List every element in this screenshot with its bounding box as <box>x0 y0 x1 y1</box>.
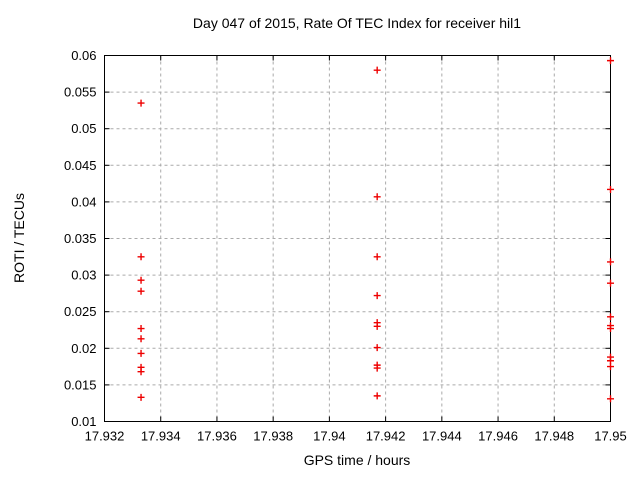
x-axis-label: GPS time / hours <box>304 452 411 468</box>
y-tick-label: 0.055 <box>64 85 97 100</box>
x-tick-label: 17.94 <box>313 429 346 444</box>
data-point-marker <box>373 392 381 400</box>
data-point-marker <box>607 57 614 65</box>
y-axis-label: ROTI / TECUs <box>11 193 27 283</box>
y-tick-label: 0.045 <box>64 158 97 173</box>
data-point-marker <box>137 253 145 261</box>
axis-layer <box>104 55 611 422</box>
data-point-marker <box>607 395 614 403</box>
data-point-marker <box>137 335 145 343</box>
y-tick-label: 0.04 <box>71 194 96 209</box>
data-point-marker <box>373 193 381 201</box>
data-point-marker <box>137 325 145 333</box>
y-tick-label: 0.025 <box>64 304 97 319</box>
y-tick-label: 0.02 <box>71 341 96 356</box>
data-point-marker <box>607 279 614 287</box>
x-tick-label: 17.946 <box>478 429 518 444</box>
tick-label-layer: 17.932 17.934 17.936 17.938 17.94 17.942 17.94… <box>64 48 627 444</box>
data-point-marker <box>137 99 145 107</box>
data-point-marker <box>137 276 145 284</box>
data-point-marker <box>373 322 381 330</box>
data-point-marker <box>137 349 145 357</box>
data-point-marker <box>607 325 614 333</box>
y-tick-label: 0.03 <box>71 268 96 283</box>
data-point-marker <box>607 313 614 321</box>
data-point-marker <box>137 287 145 295</box>
data-point-marker <box>607 258 614 266</box>
data-point-marker <box>607 185 614 193</box>
x-tick-label: 17.938 <box>253 429 293 444</box>
data-point-marker <box>137 393 145 401</box>
x-tick-label: 17.944 <box>422 429 462 444</box>
data-point-marker <box>607 357 614 365</box>
y-tick-label: 0.035 <box>64 231 97 246</box>
y-tick-label: 0.015 <box>64 377 97 392</box>
y-tick-label: 0.01 <box>71 414 96 429</box>
data-point-marker <box>607 363 614 371</box>
chart-title: Day 047 of 2015, Rate Of TEC Index for r… <box>193 15 521 31</box>
data-point-marker <box>373 344 381 352</box>
data-point-marker <box>137 368 145 376</box>
grid-layer <box>104 55 611 422</box>
data-point-layer <box>137 57 614 403</box>
data-point-marker <box>373 66 381 74</box>
x-tick-label: 17.95 <box>594 429 627 444</box>
x-tick-label: 17.934 <box>141 429 181 444</box>
data-point-marker <box>373 364 381 372</box>
data-point-marker <box>373 292 381 300</box>
data-point-marker <box>373 253 381 261</box>
x-tick-label: 17.932 <box>85 429 125 444</box>
x-tick-label: 17.942 <box>366 429 406 444</box>
y-tick-label: 0.05 <box>71 121 96 136</box>
x-tick-label: 17.948 <box>534 429 574 444</box>
x-tick-label: 17.936 <box>197 429 237 444</box>
y-tick-label: 0.06 <box>71 48 96 63</box>
plot-border <box>104 55 611 422</box>
